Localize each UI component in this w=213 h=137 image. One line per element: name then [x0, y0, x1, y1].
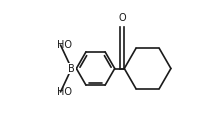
Text: HO: HO — [57, 40, 72, 50]
Text: O: O — [118, 13, 126, 23]
Text: B: B — [68, 64, 75, 73]
Text: HO: HO — [57, 87, 72, 97]
